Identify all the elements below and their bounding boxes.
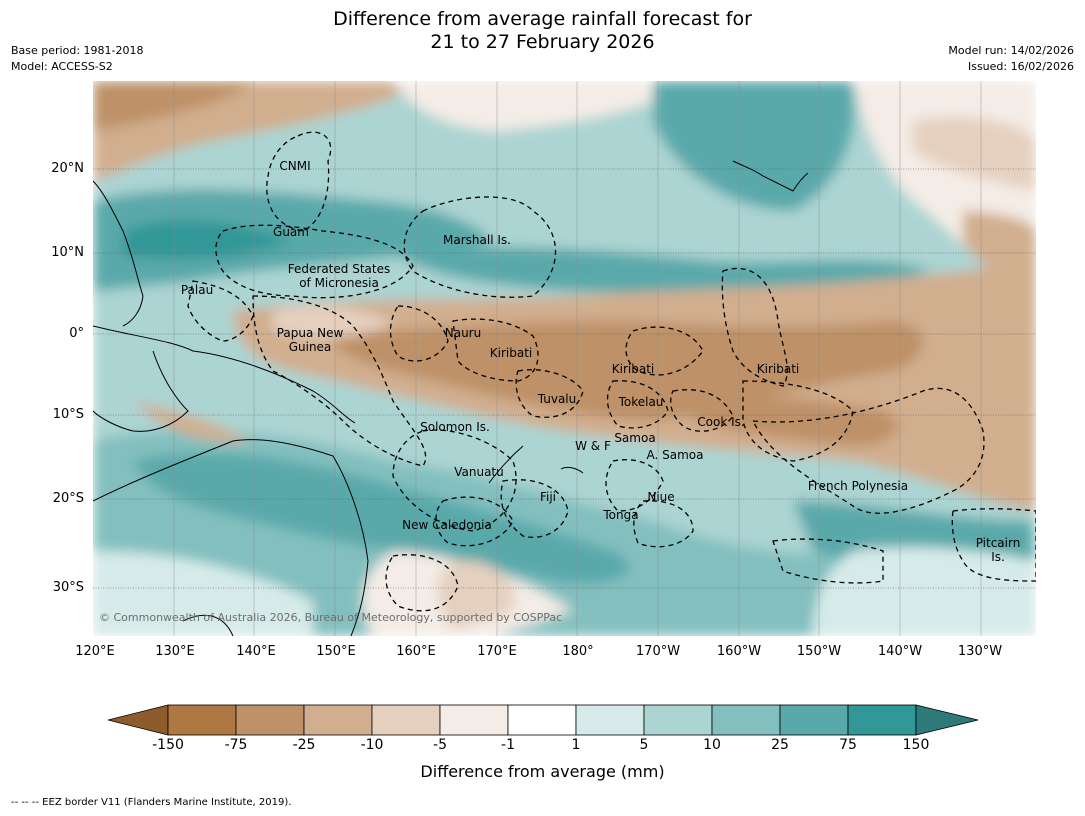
region-label-fsm-line2: of Micronesia — [299, 276, 379, 290]
colorbar-tick-label: -150 — [152, 737, 184, 753]
colorbar-tick-label: 150 — [902, 737, 930, 753]
colorbar-swatch — [235, 704, 305, 736]
eez-footnote: -- -- -- EEZ border V11 (Flanders Marine… — [11, 797, 292, 808]
base-period: Base period: 1981-2018 — [11, 44, 144, 57]
map-title-line2: 21 to 27 February 2026 — [430, 31, 655, 53]
x-tick-label: 140°E — [236, 644, 276, 659]
region-label-pitcairn-line1: Pitcairn — [976, 536, 1021, 550]
x-tick-label: 130°W — [957, 644, 1003, 659]
x-tick-label: 160°W — [716, 644, 762, 659]
x-tick-label: 150°E — [316, 644, 356, 659]
x-tick-label: 170°E — [477, 644, 517, 659]
region-label-american-samoa: A. Samoa — [647, 448, 704, 462]
colorbar-swatch — [711, 704, 781, 736]
colorbar-swatch — [107, 704, 169, 736]
region-label-tonga: Tonga — [602, 508, 638, 522]
region-label-new-caledonia: New Caledonia — [402, 518, 492, 532]
colorbar-tick-label: -75 — [224, 737, 248, 753]
region-label-nauru: Nauru — [445, 326, 481, 340]
rainfall-anomaly-map: CNMI Guam Marshall Is. Federated States … — [93, 81, 1036, 636]
x-tick-label: 170°W — [635, 644, 681, 659]
region-label-fsm-line1: Federated States — [288, 262, 390, 276]
colorbar-tick-label: 75 — [839, 737, 857, 753]
region-label-cnmi: CNMI — [279, 159, 310, 173]
region-label-marshall-islands: Marshall Is. — [443, 233, 511, 247]
x-tick-label: 180° — [562, 644, 594, 659]
colorbar-swatch — [439, 704, 509, 736]
region-label-niue: Niue — [647, 490, 674, 504]
colorbar-tick-label: -1 — [501, 737, 515, 753]
colorbar-swatch — [847, 704, 917, 736]
x-tick-label: 160°E — [396, 644, 436, 659]
region-label-wallis-futuna: W & F — [575, 439, 611, 453]
region-label-tokelau: Tokelau — [618, 395, 664, 409]
region-label-cook-islands: Cook Is. — [697, 415, 744, 429]
x-tick-label: 140°W — [877, 644, 923, 659]
region-label-samoa: Samoa — [614, 431, 655, 445]
colorbar-swatch — [779, 704, 849, 736]
colorbar-swatch — [643, 704, 713, 736]
map-title-line1: Difference from average rainfall forecas… — [333, 8, 752, 30]
model-name: Model: ACCESS-S2 — [11, 60, 113, 73]
colorbar-tick-label: 25 — [771, 737, 789, 753]
region-label-vanuatu: Vanuatu — [454, 465, 504, 479]
x-tick-label: 150°W — [796, 644, 842, 659]
region-label-kiribati-gilbert: Kiribati — [490, 346, 532, 360]
colorbar-tick-label: 1 — [571, 737, 581, 753]
colorbar-tick-label: -5 — [433, 737, 447, 753]
y-tick-label: 30°S — [52, 580, 84, 595]
x-tick-label: 120°E — [75, 644, 115, 659]
colorbar-tick-label: 5 — [639, 737, 649, 753]
y-tick-label: 20°S — [52, 491, 84, 506]
colorbar — [107, 704, 979, 736]
region-label-fiji: Fiji — [540, 490, 556, 504]
colorbar-swatch — [303, 704, 373, 736]
x-tick-label: 130°E — [155, 644, 195, 659]
colorbar-swatch — [371, 704, 441, 736]
region-label-kiribati-line: Kiribati — [757, 362, 799, 376]
colorbar-swatch — [167, 704, 237, 736]
y-tick-label: 0° — [69, 326, 84, 341]
region-label-kiribati-phoenix: Kiribati — [612, 362, 654, 376]
colorbar-swatch — [507, 704, 577, 736]
colorbar-tick-label: -10 — [360, 737, 384, 753]
issued-date: Issued: 16/02/2026 — [967, 60, 1074, 73]
y-tick-label: 10°N — [51, 245, 84, 260]
region-label-guam: Guam — [273, 225, 309, 239]
region-label-pitcairn-line2: Is. — [991, 550, 1005, 564]
y-tick-label: 10°S — [52, 407, 84, 422]
copyright-notice: © Commonwealth of Australia 2026, Bureau… — [99, 611, 562, 624]
region-label-tuvalu: Tuvalu — [537, 392, 577, 406]
y-tick-label: 20°N — [51, 161, 84, 176]
colorbar-tick-label: -25 — [292, 737, 316, 753]
region-label-french-polynesia: French Polynesia — [808, 479, 908, 493]
model-run: Model run: 14/02/2026 — [948, 44, 1074, 57]
region-label-png-line1: Papua New — [277, 326, 344, 340]
colorbar-title: Difference from average (mm) — [420, 762, 665, 781]
colorbar-swatch — [575, 704, 645, 736]
colorbar-tick-label: 10 — [703, 737, 721, 753]
region-label-palau: Palau — [181, 283, 213, 297]
region-label-png-line2: Guinea — [289, 340, 332, 354]
colorbar-swatch — [915, 704, 979, 736]
region-label-solomon-islands: Solomon Is. — [420, 420, 490, 434]
